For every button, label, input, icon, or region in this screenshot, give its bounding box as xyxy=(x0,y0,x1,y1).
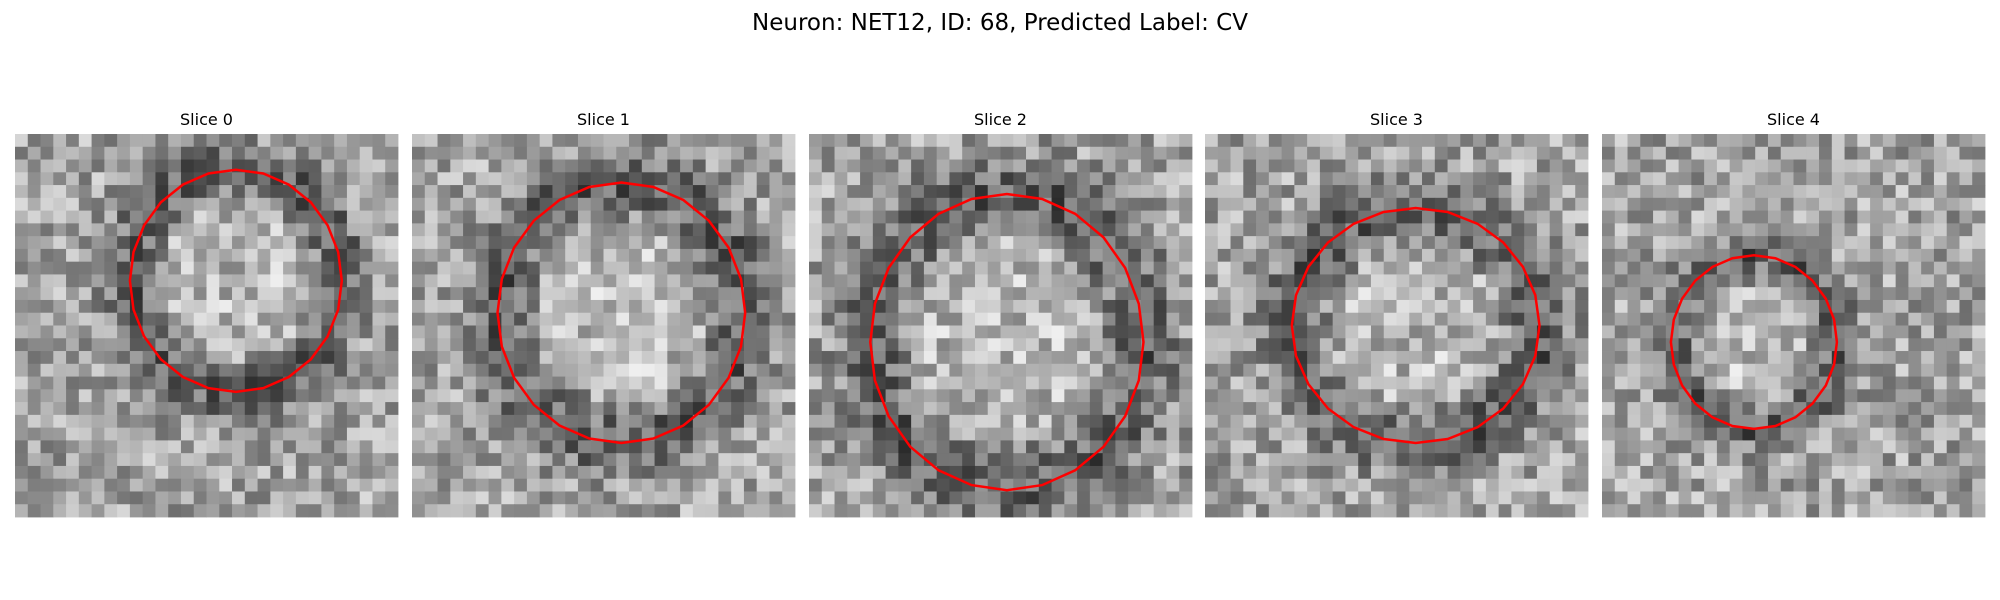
slice-panel: Slice 3 xyxy=(1205,110,1589,518)
panel-title: Slice 2 xyxy=(974,110,1027,129)
contour xyxy=(1290,206,1541,445)
slice-image xyxy=(15,134,399,518)
slice-panel: Slice 0 xyxy=(15,110,399,518)
slice-panel: Slice 4 xyxy=(1602,110,1986,518)
slice-image xyxy=(1205,134,1589,518)
contour xyxy=(128,168,344,394)
slice-image xyxy=(412,134,796,518)
contour xyxy=(496,181,747,445)
contour xyxy=(869,192,1145,492)
panel-title: Slice 3 xyxy=(1370,110,1423,129)
contour xyxy=(1669,254,1839,431)
panel-title: Slice 4 xyxy=(1767,110,1820,129)
slice-panel: Slice 2 xyxy=(809,110,1193,518)
slice-image xyxy=(809,134,1193,518)
slice-image xyxy=(1602,134,1986,518)
panel-title: Slice 0 xyxy=(180,110,233,129)
panel-title: Slice 1 xyxy=(577,110,630,129)
slice-panel: Slice 1 xyxy=(412,110,796,518)
figure-title: Neuron: NET12, ID: 68, Predicted Label: … xyxy=(752,10,1248,36)
